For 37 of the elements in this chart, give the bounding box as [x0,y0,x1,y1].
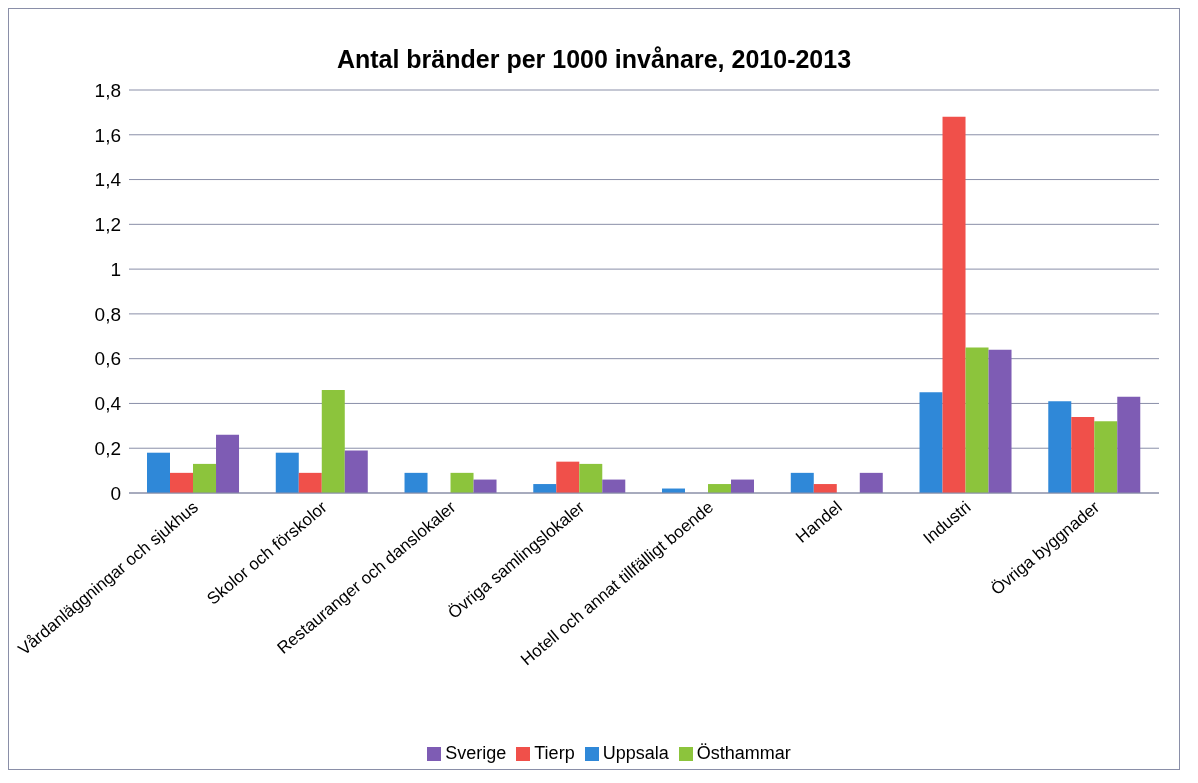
bar [275,452,299,493]
bar [404,472,428,493]
bar [450,472,474,493]
bar [170,472,194,493]
bar [344,450,368,493]
bar [1117,396,1141,493]
bar [193,463,217,493]
bar [919,392,943,493]
y-tick-label: 1,4 [94,169,122,191]
bar [298,472,322,493]
legend-label: Tierp [534,743,575,763]
bar [216,434,240,493]
y-tick-label: 1,8 [94,79,121,101]
bar [988,349,1012,493]
y-tick-label: 0,2 [94,437,121,459]
y-tick-label: 0,8 [94,303,121,325]
y-tick-label: 0 [110,482,121,504]
bar [790,472,814,493]
y-tick-label: 1 [110,258,121,280]
bar [1048,401,1072,493]
legend-label: Uppsala [602,743,669,763]
y-tick-label: 1,2 [94,214,121,236]
bar [147,452,171,493]
bar [579,463,603,493]
bar [942,116,966,493]
bar [965,347,989,493]
chart-title: Antal bränder per 1000 invånare, 2010-2013 [335,45,853,74]
bar [321,390,345,493]
y-tick-label: 0,6 [94,348,121,370]
y-tick-label: 0,4 [94,393,122,415]
bar [1094,421,1118,493]
bar [1071,416,1095,493]
legend-label: Sverige [445,743,507,763]
bar [556,461,580,493]
bar [859,472,883,493]
legend-label: Östhammar [696,743,791,763]
y-tick-label: 1,6 [94,124,121,146]
